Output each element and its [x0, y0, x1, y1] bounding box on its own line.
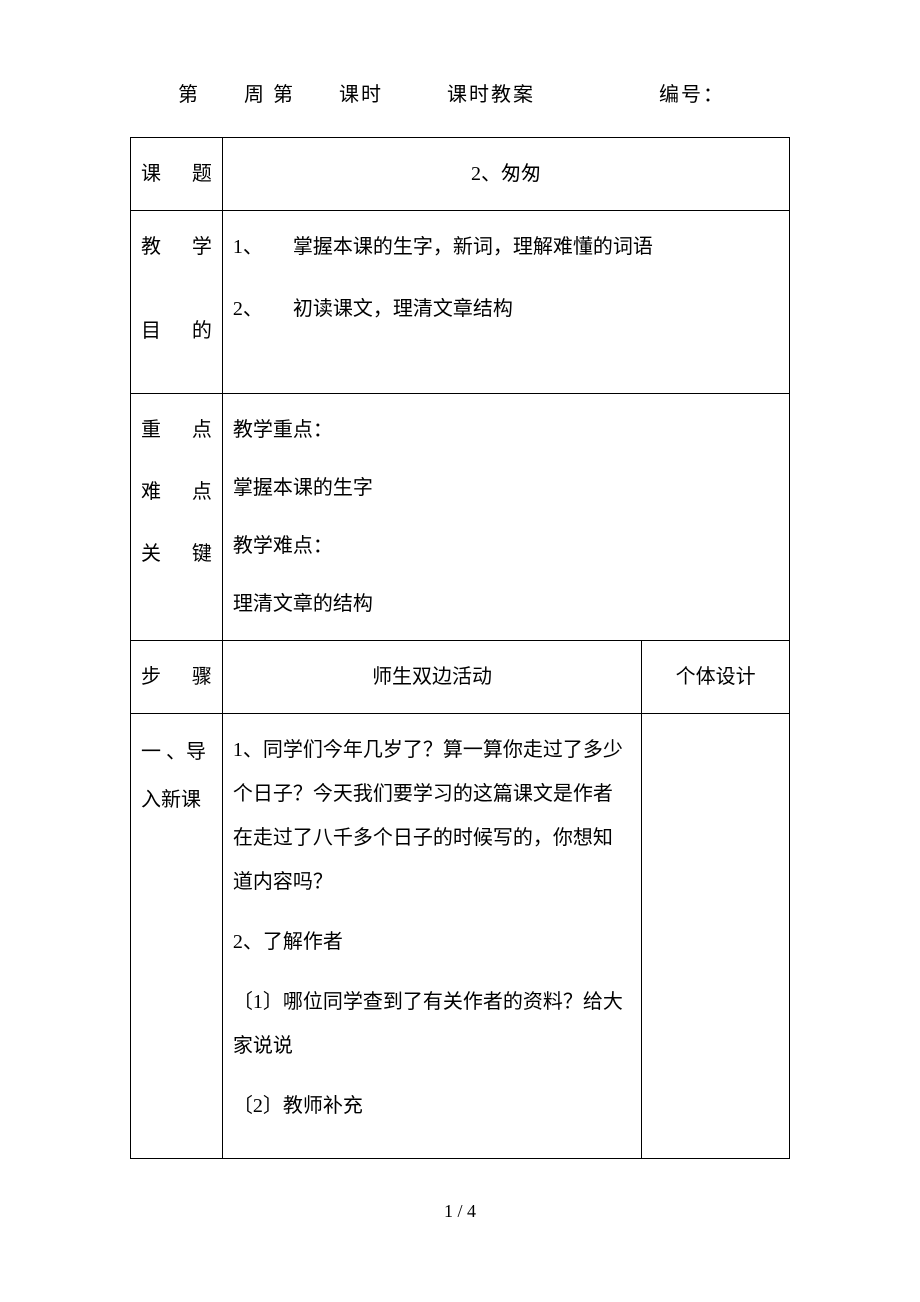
keypoint-line1: 教学重点：	[233, 408, 779, 452]
step1-activity: 1、同学们今年几岁了？算一算你走过了多少个日子？今天我们要学习的这篇课文是作者在…	[222, 714, 641, 1159]
objectives-content: 1、 掌握本课的生字，新词，理解难懂的词语 2、 初读课文，理清文章结构	[222, 211, 789, 394]
keypoints-row: 重 点 难 点 关 键 教学重点： 掌握本课的生字 教学难点： 理清文章的结构	[131, 394, 790, 641]
step1-p1: 1、同学们今年几岁了？算一算你走过了多少个日子？今天我们要学习的这篇课文是作者在…	[233, 728, 631, 904]
objective-2: 2、 初读课文，理清文章结构	[233, 287, 779, 331]
header-mid3: 课时教案	[447, 84, 535, 106]
lesson-plan-table: 课 题 2、匆匆 教 学 目 的 1、 掌握本课的生字，新词，理解难懂的词语 2…	[130, 137, 790, 1159]
header-mid1: 周 第	[244, 84, 295, 106]
keypoint-line3: 教学难点：	[233, 524, 779, 568]
step1-p2: 2、了解作者	[233, 920, 631, 964]
objectives-label: 教 学 目 的	[131, 211, 223, 394]
title-content: 2、匆匆	[222, 138, 789, 211]
objective-1: 1、 掌握本课的生字，新词，理解难懂的词语	[233, 225, 779, 269]
design-header: 个体设计	[642, 641, 790, 714]
step1-p4: 〔2〕教师补充	[233, 1084, 631, 1128]
header-mid2: 课时	[339, 84, 383, 106]
steps-label: 步 骤	[131, 641, 223, 714]
steps-header-row: 步 骤 师生双边活动 个体设计	[131, 641, 790, 714]
title-row: 课 题 2、匆匆	[131, 138, 790, 211]
activity-header: 师生双边活动	[222, 641, 641, 714]
step1-p3: 〔1〕哪位同学查到了有关作者的资料？给大家说说	[233, 980, 631, 1068]
header-suffix: 编号：	[659, 84, 725, 106]
keypoint-line2: 掌握本课的生字	[233, 466, 779, 510]
page-number: 1 / 4	[0, 1201, 920, 1222]
header-prefix1: 第	[178, 84, 200, 106]
keypoint-line4: 理清文章的结构	[233, 582, 779, 626]
step1-design	[642, 714, 790, 1159]
step1-row: 一 、导入新课 1、同学们今年几岁了？算一算你走过了多少个日子？今天我们要学习的…	[131, 714, 790, 1159]
step1-label: 一 、导入新课	[131, 714, 223, 1159]
keypoints-content: 教学重点： 掌握本课的生字 教学难点： 理清文章的结构	[222, 394, 789, 641]
title-label: 课 题	[131, 138, 223, 211]
page-header: 第 周 第 课时 课时教案 编号：	[0, 0, 920, 127]
objectives-row: 教 学 目 的 1、 掌握本课的生字，新词，理解难懂的词语 2、 初读课文，理清…	[131, 211, 790, 394]
keypoints-label: 重 点 难 点 关 键	[131, 394, 223, 641]
